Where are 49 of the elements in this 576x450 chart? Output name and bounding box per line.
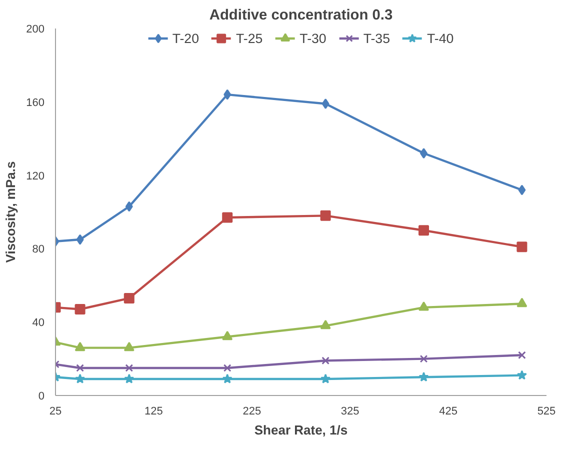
- y-axis-title: Viscosity, mPa.s: [3, 161, 18, 263]
- y-tick-label: 200: [26, 24, 45, 36]
- point: [518, 184, 526, 196]
- point: [516, 298, 528, 308]
- point: [222, 330, 233, 340]
- legend-label: T-40: [427, 30, 454, 46]
- point: [320, 374, 331, 384]
- point: [418, 301, 429, 311]
- x-tick-label: 125: [144, 406, 163, 418]
- point: [125, 364, 134, 372]
- point: [322, 98, 330, 109]
- point: [223, 364, 232, 372]
- point: [75, 374, 86, 384]
- point: [516, 242, 528, 252]
- point: [518, 351, 526, 360]
- point: [124, 374, 134, 384]
- point: [322, 356, 330, 365]
- y-tick-label: 160: [26, 96, 45, 109]
- point: [222, 212, 233, 223]
- point: [516, 370, 527, 380]
- point: [418, 225, 429, 236]
- point: [418, 372, 429, 382]
- legend-label: T-35: [363, 30, 390, 46]
- legend-label: T-25: [236, 30, 263, 46]
- x-tick-label: 225: [242, 406, 262, 418]
- x-tick-label: 325: [340, 406, 360, 418]
- point: [320, 320, 331, 330]
- x-tick-label: 425: [439, 406, 458, 418]
- point: [320, 210, 331, 221]
- point: [124, 292, 134, 304]
- point: [125, 201, 133, 212]
- y-tick-label: 0: [38, 390, 45, 402]
- chart-title: Additive concentration 0.3: [209, 8, 393, 24]
- point: [76, 234, 84, 245]
- point: [74, 342, 86, 352]
- x-tick-label: 525: [537, 406, 556, 418]
- point: [224, 89, 232, 100]
- point: [74, 304, 86, 315]
- x-tick-label: 25: [49, 406, 62, 418]
- point: [420, 354, 428, 363]
- y-tick-label: 40: [32, 317, 45, 330]
- point: [76, 364, 84, 372]
- point: [124, 342, 134, 352]
- point: [222, 374, 232, 384]
- x-axis-title: Shear Rate, 1/s: [254, 422, 348, 438]
- legend-label: T-20: [172, 30, 199, 46]
- legend-label: T-30: [300, 30, 326, 46]
- y-tick-label: 120: [26, 170, 45, 182]
- y-tick-label: 80: [32, 244, 45, 256]
